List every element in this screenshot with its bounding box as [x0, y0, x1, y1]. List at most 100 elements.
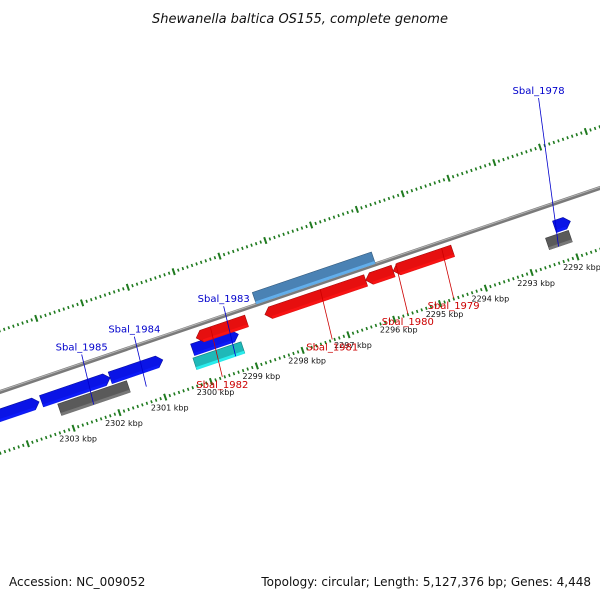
leader-line — [395, 263, 409, 314]
feature-pseudo[interactable] — [57, 380, 131, 416]
feature-rna[interactable] — [192, 341, 246, 370]
tick-reverse-mark — [305, 224, 308, 229]
gene-label[interactable]: Sbal_1979 — [428, 301, 480, 312]
tick-forward-mark — [246, 367, 249, 371]
feature-pseudo[interactable] — [545, 230, 573, 251]
tick-forward-mark — [254, 362, 259, 370]
tick-forward-mark — [145, 401, 149, 405]
feature-highlight — [399, 254, 455, 276]
tick-reverse-mark — [125, 283, 130, 291]
tick-forward-mark — [383, 320, 387, 325]
feature-forward-cds[interactable] — [552, 217, 571, 233]
tick-forward-mark — [154, 398, 158, 402]
feature-reverse-cds[interactable] — [264, 274, 368, 319]
tick-reverse-mark — [570, 134, 574, 138]
tick-reverse-mark — [534, 146, 537, 151]
gene-label[interactable]: Sbal_1984 — [108, 325, 160, 336]
tick-label: 2296 kbp — [380, 325, 418, 334]
tick-forward-mark — [3, 449, 7, 454]
tick-forward-mark — [17, 445, 20, 449]
genome-summary-text: Topology: circular; Length: 5,127,376 bp… — [260, 575, 591, 589]
tick-forward-mark — [232, 372, 236, 376]
tick-forward-mark — [76, 424, 80, 429]
tick-forward-mark — [324, 340, 327, 345]
feature-highlight — [0, 407, 36, 423]
gene-label[interactable]: Sbal_1982 — [196, 380, 248, 391]
tick-reverse-mark — [204, 259, 207, 263]
tick-reverse-mark — [186, 265, 189, 269]
tick-forward-mark — [521, 273, 524, 278]
tick-label: 2299 kbp — [242, 372, 280, 381]
tick-reverse-mark — [222, 252, 226, 257]
tick-reverse-mark — [273, 235, 276, 240]
tick-reverse-mark — [76, 302, 79, 307]
tick-forward-mark — [122, 409, 126, 413]
tick-forward-mark — [287, 353, 291, 357]
gene-label[interactable]: Sbal_1980 — [382, 317, 434, 328]
tick-reverse-mark — [254, 241, 258, 246]
feature-forward-cds[interactable] — [0, 397, 40, 423]
tick-forward-mark — [168, 393, 172, 398]
tick-forward-mark — [346, 331, 351, 339]
tick-reverse-mark — [171, 268, 176, 276]
tick-forward-mark — [594, 249, 598, 253]
feature-reverse-cds[interactable] — [365, 264, 396, 285]
tick-reverse-mark — [250, 243, 253, 247]
tick-forward-mark — [99, 417, 103, 421]
tick-reverse-mark — [589, 128, 592, 132]
tick-reverse-mark — [85, 299, 88, 303]
tick-forward-mark — [273, 358, 277, 362]
tick-forward-mark — [310, 345, 314, 349]
feature-forward-cds[interactable] — [107, 355, 164, 384]
tick-reverse-mark — [108, 291, 111, 296]
tick-reverse-mark — [2, 327, 6, 331]
tick-reverse-mark — [263, 236, 268, 245]
feature-misc[interactable] — [251, 251, 376, 305]
tick-reverse-mark — [433, 181, 437, 185]
tick-forward-mark — [388, 319, 391, 323]
tick-forward-mark — [580, 253, 584, 258]
gene-label[interactable]: Sbal_1985 — [56, 343, 108, 354]
tick-forward-mark — [208, 377, 214, 386]
gene-label[interactable]: Sbal_1981 — [306, 342, 358, 353]
tick-forward-mark — [104, 415, 107, 420]
tick-reverse-mark — [561, 137, 565, 141]
leader-line — [319, 289, 333, 340]
tick-reverse-mark — [538, 143, 543, 151]
tick-reverse-mark — [465, 170, 469, 174]
gene-label[interactable]: Sbal_1983 — [198, 294, 250, 305]
tick-reverse-mark — [53, 310, 56, 314]
tick-forward-mark — [539, 267, 543, 272]
tick-forward-mark — [575, 253, 580, 261]
tick-forward-mark — [544, 266, 547, 270]
tick-forward-mark — [163, 393, 168, 401]
tick-reverse-mark — [373, 201, 377, 205]
tick-forward-mark — [218, 376, 222, 381]
tick-reverse-mark — [323, 218, 327, 222]
tick-reverse-mark — [94, 296, 98, 300]
tick-forward-mark — [63, 429, 66, 434]
gene-label[interactable]: Sbal_1978 — [513, 86, 565, 97]
feature-forward-cds[interactable] — [39, 373, 111, 408]
tick-reverse-mark — [488, 162, 491, 166]
tick-forward-mark — [457, 295, 460, 300]
tick-reverse-mark — [456, 173, 459, 177]
tick-reverse-mark — [291, 229, 295, 233]
tick-forward-mark — [425, 306, 428, 310]
leader-line — [133, 336, 147, 387]
tick-forward-mark — [173, 392, 176, 396]
tick-forward-mark — [370, 325, 373, 329]
tick-reverse-mark — [354, 205, 359, 214]
tick-forward-mark — [237, 370, 240, 374]
tick-reverse-mark — [383, 198, 386, 202]
feature-reverse-cds[interactable] — [195, 314, 249, 343]
tick-label: 2300 kbp — [197, 388, 235, 397]
tick-forward-mark — [90, 420, 94, 424]
tick-forward-mark — [127, 407, 130, 412]
tick-forward-mark — [351, 331, 355, 335]
tick-reverse-mark — [177, 268, 180, 272]
feature-shape — [39, 373, 111, 408]
tick-forward-mark — [251, 365, 254, 370]
tick-forward-mark — [214, 378, 217, 382]
